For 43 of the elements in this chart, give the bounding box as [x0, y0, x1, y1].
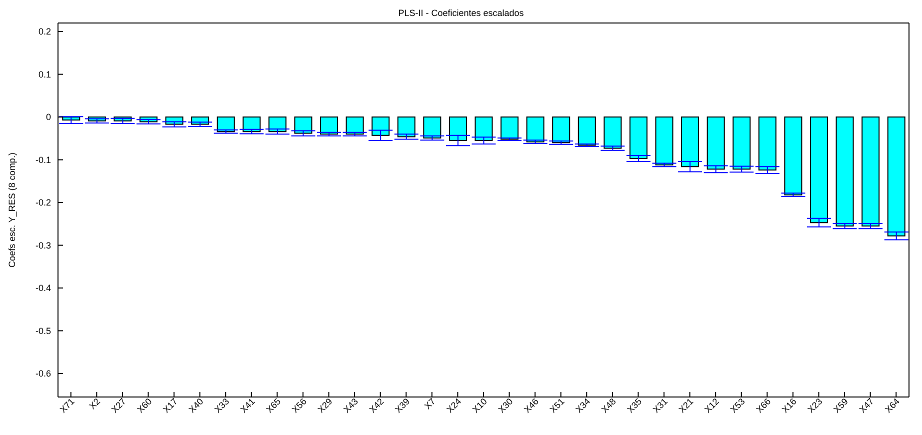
y-axis-title: Coefs esc. Y_RES (8 comp.): [7, 152, 18, 268]
x-tick-label: X71: [58, 396, 76, 415]
y-tick-label: 0.1: [38, 69, 51, 80]
x-tick-label: X40: [186, 396, 206, 415]
x-tick-label: X56: [290, 396, 308, 415]
x-tick-label: X17: [161, 396, 180, 415]
x-tick-label: X21: [676, 396, 696, 415]
x-tick-label: X30: [496, 396, 515, 415]
y-tick-label: -0.3: [35, 240, 51, 250]
y-tick-label: -0.4: [35, 283, 51, 294]
x-tick-label: X34: [574, 396, 592, 415]
x-tick-label: X16: [780, 396, 798, 415]
y-tick-label: 0: [46, 112, 51, 122]
y-tick-label: -0.1: [35, 154, 51, 165]
x-tick-label: X31: [651, 396, 670, 415]
x-tick-label: X24: [444, 396, 464, 415]
x-tick-label: X35: [625, 396, 644, 415]
x-tick-label: X2: [87, 396, 102, 412]
y-tick-label: -0.6: [35, 368, 51, 379]
y-tick-label: 0.2: [38, 26, 51, 37]
x-tick-label: X66: [754, 396, 773, 415]
x-tick-label: X42: [367, 396, 386, 415]
y-tick-label: -0.5: [35, 326, 51, 336]
x-tick-label: X23: [806, 396, 824, 415]
x-tick-label: X65: [264, 396, 283, 415]
x-tick-label: X39: [393, 396, 412, 415]
x-tick-label: X41: [238, 396, 257, 415]
x-tick-label: X46: [522, 396, 540, 415]
x-tick-label: X33: [212, 396, 232, 415]
x-tick-label: X59: [832, 396, 850, 415]
x-tick-label: X7: [422, 396, 438, 412]
y-tick-label: -0.2: [35, 198, 51, 208]
x-tick-label: X53: [728, 396, 747, 415]
x-tick-label: X43: [342, 396, 360, 415]
x-tick-label: X51: [548, 396, 566, 415]
x-tick-label: X47: [857, 396, 876, 415]
x-tick-label: X29: [316, 396, 334, 415]
x-tick-label: X12: [702, 396, 722, 415]
x-tick-label: X48: [599, 396, 618, 415]
x-tick-label: X10: [470, 396, 489, 415]
x-tick-label: X60: [135, 396, 154, 415]
x-tick-label: X64: [883, 396, 902, 415]
chart-title: PLS-II - Coeficientes escalados: [397, 8, 525, 18]
